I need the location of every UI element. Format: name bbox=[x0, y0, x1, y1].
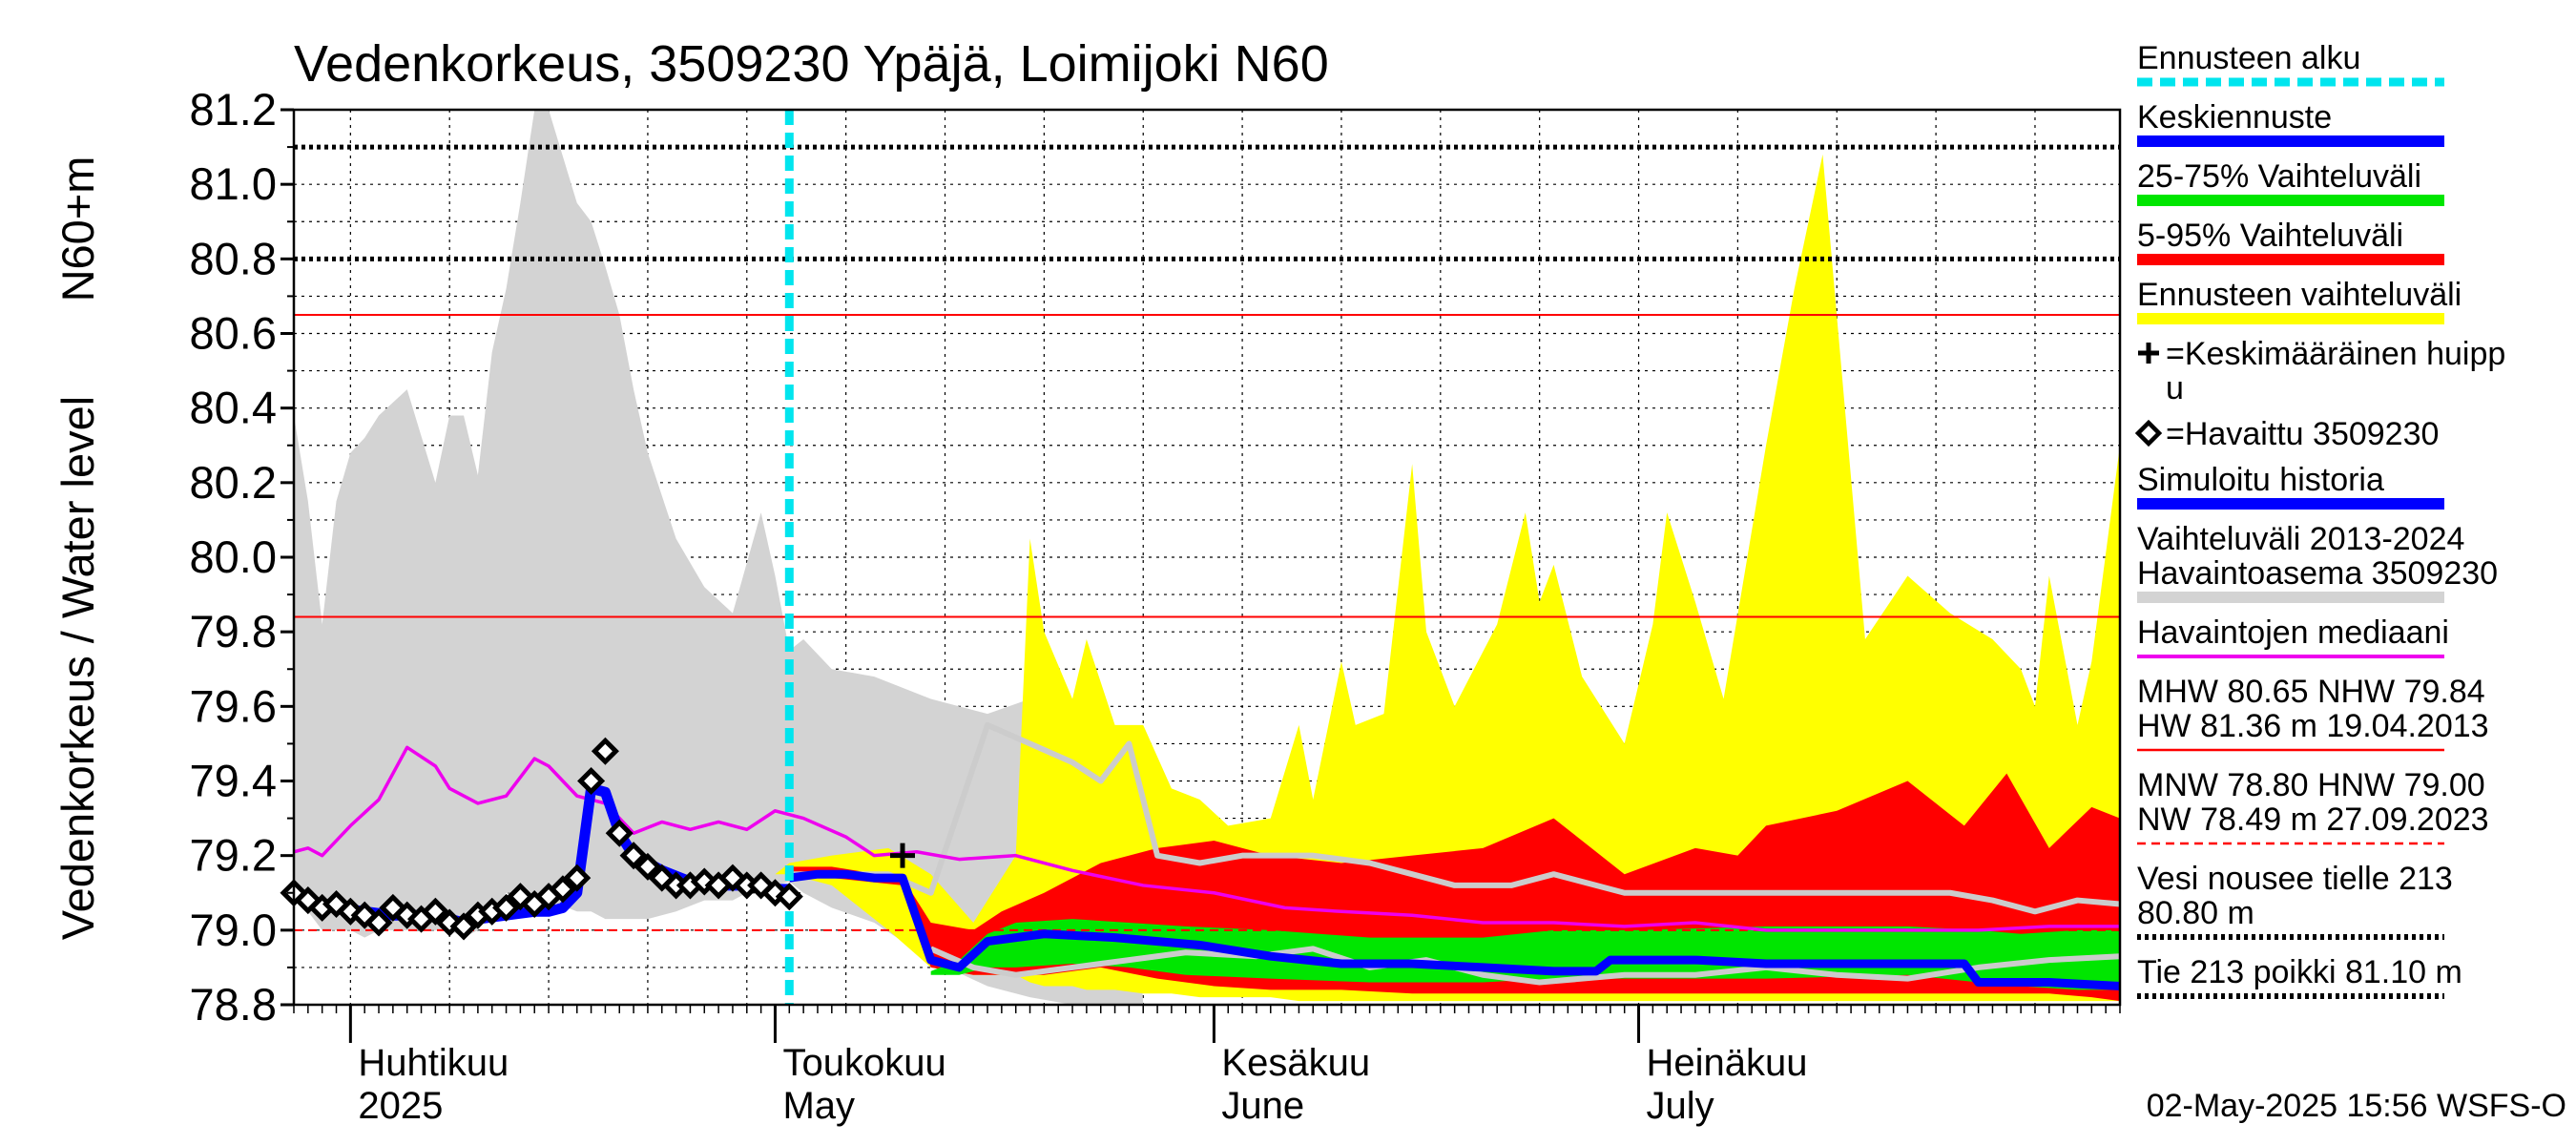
month-label-fi: Toukokuu bbox=[782, 1042, 945, 1084]
legend: Ennusteen alku Keskiennuste 25-75% Vaihtel… bbox=[2134, 40, 2505, 999]
legend-label: 25-75% Vaihteluväli bbox=[2137, 158, 2421, 195]
y-tick-label: 80.4 bbox=[190, 383, 277, 433]
legend-label: 5-95% Vaihteluväli bbox=[2137, 218, 2403, 254]
y-tick-label: 79.8 bbox=[190, 606, 277, 656]
observed-point bbox=[605, 819, 634, 847]
legend-label: Vesi nousee tielle 213 bbox=[2137, 861, 2453, 897]
y-tick-labels: 78.8 79.0 79.2 79.4 79.6 79.8 80.0 80.2 80.4 80.6… bbox=[190, 84, 277, 1030]
y-tick-label: 80.8 bbox=[190, 233, 277, 283]
y-axis-label: Vedenkorkeus / Water level bbox=[52, 396, 103, 940]
y-tick-label: 79.4 bbox=[190, 756, 277, 806]
chart-title: Vedenkorkeus, 3509230 Ypäjä, Loimijoki N… bbox=[294, 35, 1329, 93]
month-label-en: June bbox=[1221, 1085, 1304, 1127]
series-lines bbox=[290, 110, 2121, 1005]
legend-label: MHW 80.65 NHW 79.84 bbox=[2137, 674, 2485, 710]
history-range-band bbox=[294, 110, 1144, 1005]
month-label-en: July bbox=[1647, 1085, 1714, 1127]
observed-point bbox=[591, 737, 619, 765]
observed-point bbox=[364, 908, 393, 937]
forecast-range-band bbox=[775, 154, 2120, 1002]
y-tick-label: 78.8 bbox=[190, 979, 277, 1030]
observed-point bbox=[634, 852, 662, 881]
legend-label: Ennusteen vaihteluväli bbox=[2137, 277, 2462, 313]
legend-label: MNW 78.80 HNW 79.00 bbox=[2137, 767, 2485, 803]
legend-label: Keskiennuste bbox=[2137, 99, 2332, 135]
legend-label: =Havaittu 3509230 bbox=[2166, 416, 2439, 452]
observed-point bbox=[492, 893, 521, 922]
observed-point bbox=[619, 842, 648, 870]
legend-label: Ennusteen alku bbox=[2137, 40, 2360, 76]
legend-label-line2: HW 81.36 m 19.04.2013 bbox=[2137, 708, 2489, 744]
month-label-en: May bbox=[782, 1085, 855, 1127]
observed-point bbox=[549, 875, 577, 904]
legend-diamond-symbol bbox=[2134, 419, 2163, 448]
legend-label: Simuloitu historia bbox=[2137, 462, 2384, 498]
observed-point bbox=[563, 864, 592, 892]
legend-label: Vaihteluväli 2013-2024 bbox=[2137, 521, 2464, 557]
legend-label: =Keskimääräinen huipp bbox=[2166, 336, 2505, 372]
y-tick-label: 79.0 bbox=[190, 905, 277, 955]
y-axis-unit-label: N60+m bbox=[52, 156, 103, 302]
footer-timestamp: 02-May-2025 15:56 WSFS-O bbox=[2147, 1088, 2566, 1124]
observed-markers bbox=[280, 737, 915, 941]
legend-label: Havaintojen mediaani bbox=[2137, 614, 2449, 651]
range-bands bbox=[294, 110, 2121, 1005]
legend-label: Tie 213 poikki 81.10 m bbox=[2137, 954, 2462, 990]
y-tick-label: 80.0 bbox=[190, 531, 277, 582]
legend-label-line2: 80.80 m bbox=[2137, 895, 2254, 931]
y-tick-label: 80.6 bbox=[190, 308, 277, 359]
axes bbox=[280, 108, 2122, 1043]
observed-point bbox=[775, 883, 803, 911]
y-tick-label: 81.2 bbox=[190, 84, 277, 135]
y-tick-label: 79.6 bbox=[190, 680, 277, 731]
observed-median-line bbox=[293, 745, 2120, 932]
observed-point bbox=[449, 912, 478, 941]
month-label-en: 2025 bbox=[358, 1085, 443, 1127]
y-tick-label: 79.2 bbox=[190, 830, 277, 881]
legend-label-line2: NW 78.49 m 27.09.2023 bbox=[2137, 802, 2489, 838]
month-label-fi: Kesäkuu bbox=[1221, 1042, 1370, 1084]
observed-point bbox=[421, 897, 449, 926]
simulated-trace-line bbox=[789, 721, 2121, 915]
month-label-fi: Heinäkuu bbox=[1647, 1042, 1808, 1084]
legend-label-line2: u bbox=[2166, 370, 2184, 406]
y-tick-label: 81.0 bbox=[190, 158, 277, 209]
average-peak-marker bbox=[890, 843, 915, 868]
median-forecast-line bbox=[788, 869, 2121, 990]
observed-point bbox=[577, 766, 606, 796]
legend-plus-symbol bbox=[2138, 343, 2159, 364]
legend-label-line2: Havaintoasema 3509230 bbox=[2137, 555, 2498, 592]
month-label-fi: Huhtikuu bbox=[358, 1042, 509, 1084]
y-tick-label: 80.2 bbox=[190, 457, 277, 508]
